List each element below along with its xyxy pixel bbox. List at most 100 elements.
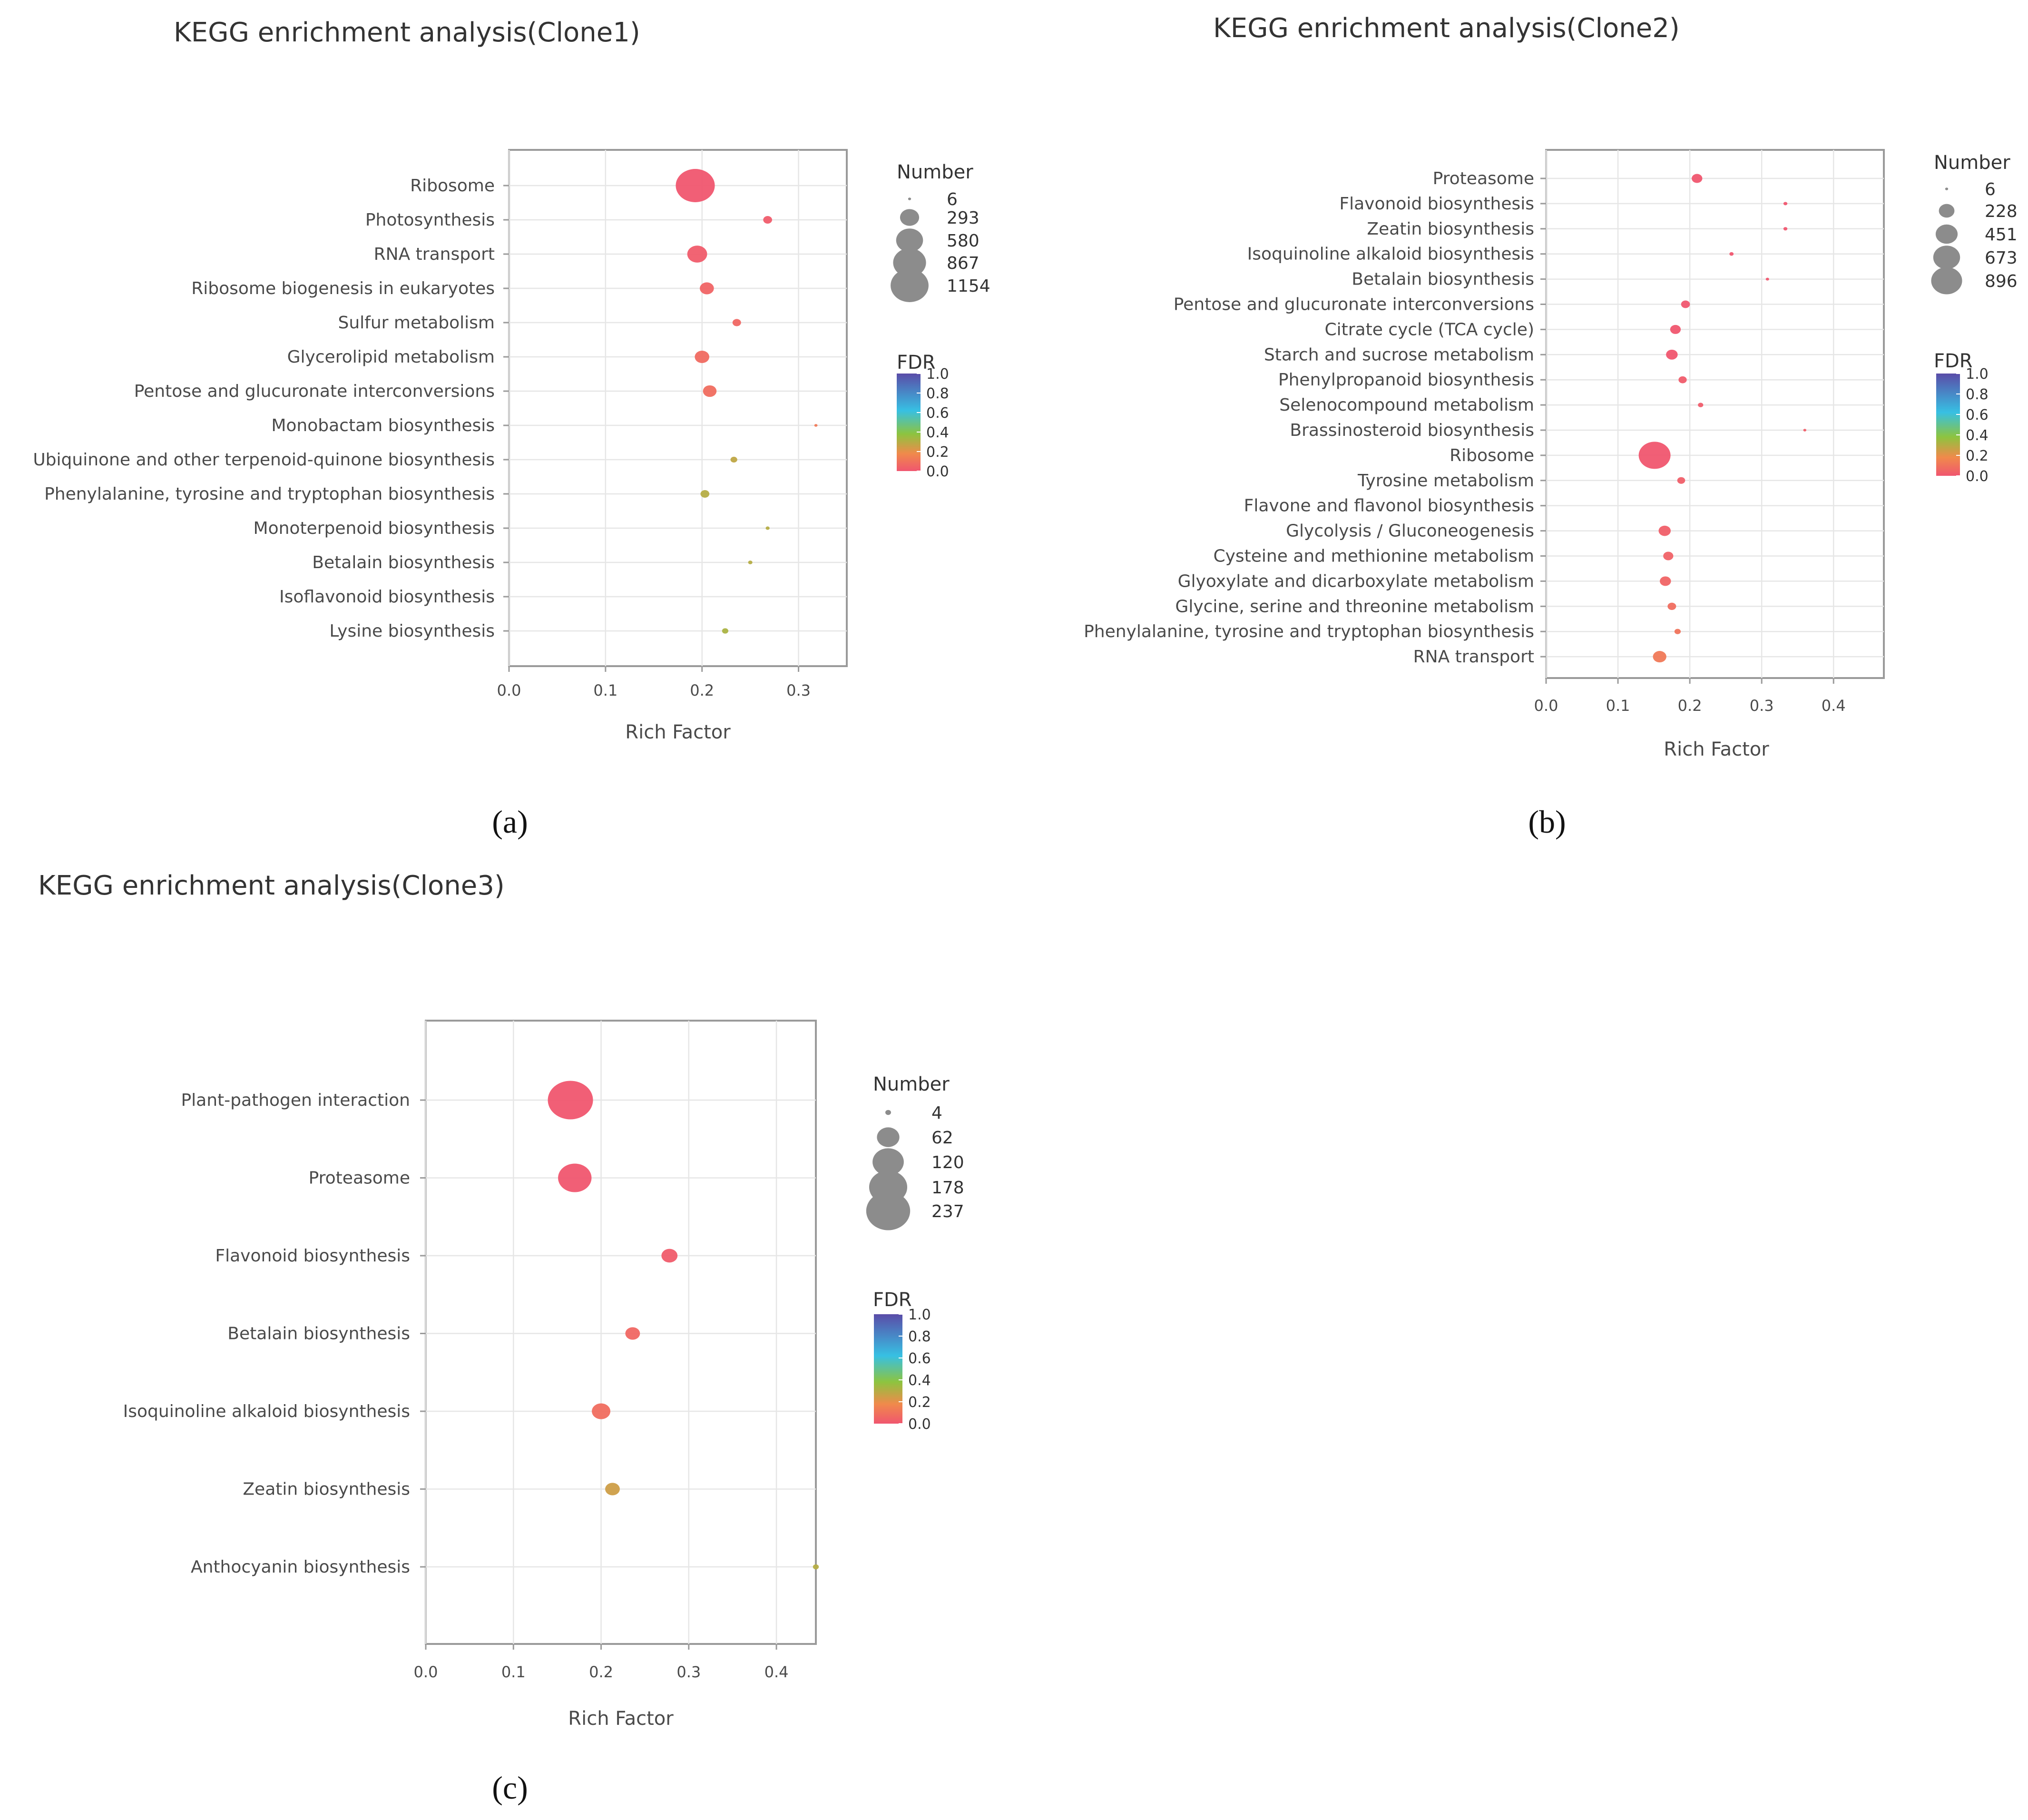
size-legend-marker <box>896 228 923 252</box>
x-tick-label: 0.4 <box>764 1663 789 1681</box>
fdr-tick-label: 0.8 <box>908 1328 931 1345</box>
y-tick-label: Phenylalanine, tyrosine and tryptophan b… <box>44 484 495 504</box>
size-legend-marker <box>893 248 926 277</box>
y-tick-label: Flavonoid biosynthesis <box>215 1246 410 1266</box>
y-tick-label: Isoflavonoid biosynthesis <box>279 587 495 607</box>
fdr-tick-label: 0.2 <box>1966 448 1989 464</box>
data-point <box>732 319 741 326</box>
fdr-tick-label: 1.0 <box>926 366 949 383</box>
fdr-tick-label: 0.6 <box>1966 407 1989 423</box>
fdr-tick-label: 0.0 <box>1966 468 1989 485</box>
data-point <box>1666 349 1678 360</box>
y-tick-label: Sulfur metabolism <box>338 313 495 333</box>
size-legend-title: Number <box>873 1073 950 1095</box>
color-legend-title: FDR <box>897 352 936 374</box>
data-point <box>730 456 737 463</box>
data-point <box>813 1564 819 1570</box>
data-point <box>1658 525 1671 536</box>
data-point <box>1729 252 1734 256</box>
data-point <box>1783 227 1788 231</box>
x-tick-label: 0.1 <box>593 681 617 699</box>
y-tick-label: Pentose and glucuronate interconversions <box>134 382 495 401</box>
size-legend-label: 178 <box>931 1178 964 1198</box>
y-tick-label: Phenylpropanoid biosynthesis <box>1278 370 1534 390</box>
data-point <box>695 350 709 364</box>
data-point <box>1803 429 1807 432</box>
x-axis-ticks: 0.0 0.1 0.2 0.3 <box>497 681 811 699</box>
data-point <box>722 628 729 634</box>
fdr-colorbar <box>897 374 921 471</box>
data-point <box>1698 403 1704 407</box>
chart-title: KEGG enrichment analysis(Clone1) <box>174 17 640 48</box>
x-axis-ticks: 0.0 0.1 0.2 0.3 0.4 <box>414 1663 789 1681</box>
fdr-tick-label: 0.0 <box>908 1416 931 1433</box>
data-point <box>661 1249 678 1263</box>
y-tick-label: Zeatin biosynthesis <box>243 1480 410 1499</box>
data-point <box>592 1403 611 1419</box>
y-tick-label: Lysine biosynthesis <box>329 621 495 641</box>
y-tick-label: Betalain biosynthesis <box>227 1324 410 1344</box>
y-tick-label: Phenylalanine, tyrosine and tryptophan b… <box>1084 622 1534 641</box>
data-point <box>700 490 710 498</box>
y-tick-label: Selenocompound metabolism <box>1279 395 1534 415</box>
plot-area <box>1545 149 1885 679</box>
size-legend-marker <box>1945 187 1949 190</box>
data-point <box>1692 174 1703 183</box>
size-legend-marker <box>1939 204 1955 218</box>
size-legend-label: 237 <box>931 1202 964 1221</box>
fdr-tick-label: 1.0 <box>908 1307 931 1323</box>
size-legend-label: 228 <box>1985 202 2018 221</box>
x-tick-label: 0.1 <box>501 1663 526 1681</box>
fdr-tick-label: 0.0 <box>926 463 949 480</box>
size-legend-label: 451 <box>1985 225 2018 245</box>
fdr-colorbar <box>1936 374 1960 476</box>
y-tick-label: RNA transport <box>1413 647 1534 667</box>
y-tick-label: Photosynthesis <box>365 210 495 230</box>
y-tick-label: Brassinosteroid biosynthesis <box>1290 421 1534 440</box>
data-point <box>1783 202 1788 206</box>
panel-label: (c) <box>492 1770 528 1806</box>
data-point <box>814 424 818 427</box>
size-legend-label: 1154 <box>947 276 990 296</box>
size-legend-title: Number <box>897 161 973 183</box>
size-legend-marker <box>1933 246 1960 269</box>
size-legend-marker <box>1931 267 1962 295</box>
y-tick-label: Ribosome biogenesis in eukaryotes <box>191 279 495 298</box>
plot-area <box>508 149 848 667</box>
fdr-colorbar <box>874 1314 902 1424</box>
fdr-tick-label: 0.8 <box>926 385 949 402</box>
size-legend-label: 4 <box>931 1103 942 1123</box>
y-tick-label: Plant-pathogen interaction <box>181 1091 410 1110</box>
fdr-tick-label: 0.2 <box>908 1394 931 1411</box>
data-point <box>748 561 753 564</box>
data-point <box>1674 629 1681 634</box>
data-point <box>605 1483 620 1495</box>
data-point <box>1638 442 1671 469</box>
data-point <box>765 526 770 530</box>
data-point <box>1765 277 1769 281</box>
y-tick-label: Pentose and glucuronate interconversions <box>1174 295 1534 315</box>
x-axis-ticks: 0.0 0.1 0.2 0.3 0.4 <box>1534 697 1846 715</box>
x-tick-label: 0.3 <box>676 1663 701 1681</box>
x-tick-label: 0.3 <box>786 681 811 699</box>
y-tick-label: Monobactam biosynthesis <box>271 416 495 435</box>
data-point <box>1681 300 1690 308</box>
y-tick-label: Anthocyanin biosynthesis <box>191 1557 410 1577</box>
x-tick-label: 0.2 <box>690 681 714 699</box>
x-tick-label: 0.0 <box>497 681 521 699</box>
size-legend-marker <box>891 269 929 302</box>
y-tick-label: Flavonoid biosynthesis <box>1339 194 1534 214</box>
color-legend-title: FDR <box>873 1289 912 1311</box>
size-legend-marker <box>908 197 911 200</box>
data-point <box>1667 602 1676 610</box>
x-tick-label: 0.0 <box>1534 697 1558 715</box>
y-tick-label: Ubiquinone and other terpenoid-quinone b… <box>33 450 495 470</box>
size-legend-marker <box>900 209 920 226</box>
size-legend-label: 867 <box>947 254 980 273</box>
size-legend-label: 6 <box>947 190 958 209</box>
x-tick-label: 0.2 <box>589 1663 613 1681</box>
y-tick-label: Cysteine and methionine metabolism <box>1213 547 1534 566</box>
data-point <box>700 282 714 295</box>
fdr-tick-label: 0.6 <box>908 1350 931 1367</box>
